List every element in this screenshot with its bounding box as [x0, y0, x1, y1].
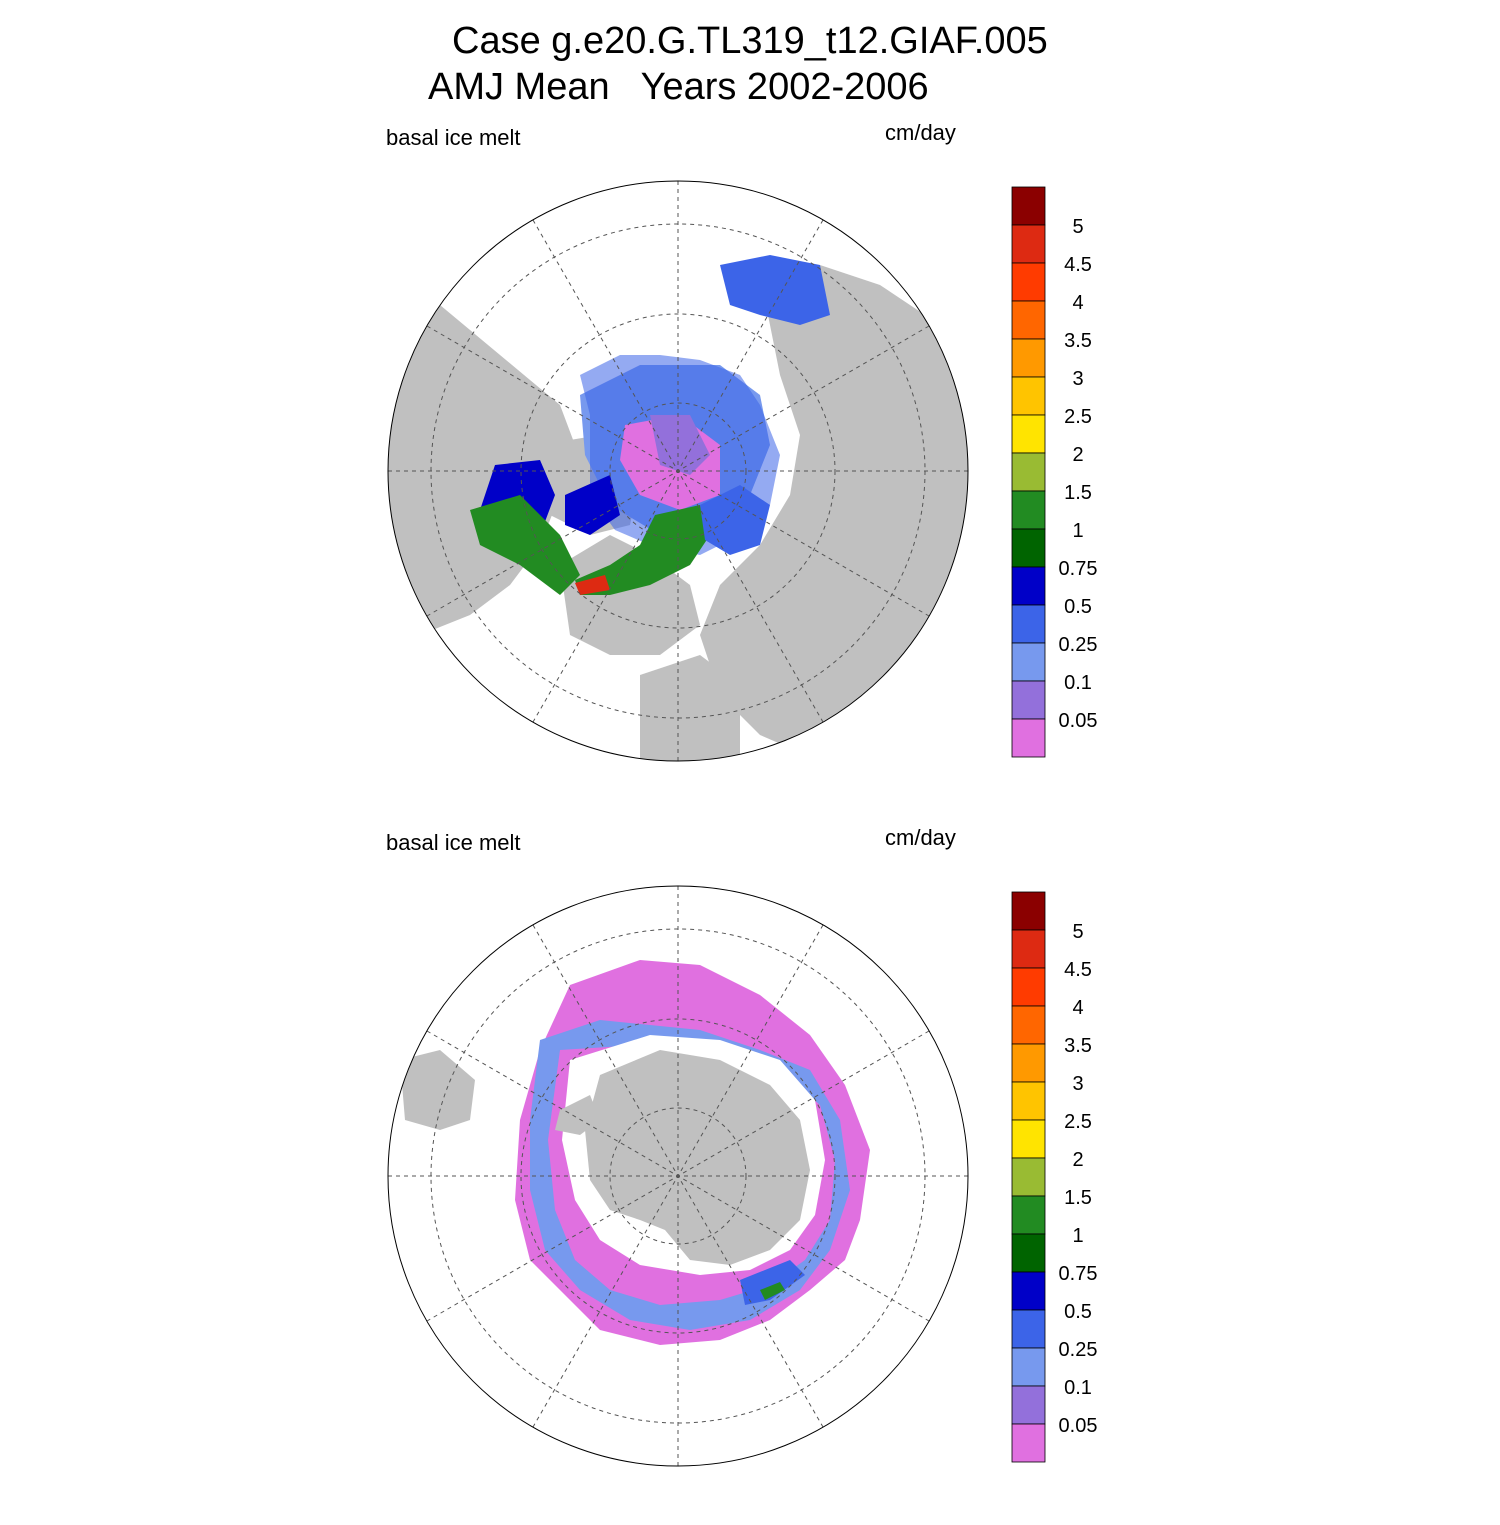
colorbar-swatch	[1011, 1423, 1046, 1463]
colorbar-tick-label: 0.5	[1064, 596, 1092, 618]
greenland-land	[560, 535, 700, 655]
colorbar-tick-label: 3.5	[1064, 1035, 1092, 1057]
figure-title-line2: AMJ Mean Years 2002-2006	[428, 66, 929, 108]
colorbar-tick-label: 0.25	[1059, 634, 1098, 656]
colorbar-tick-label: 0.75	[1059, 558, 1098, 580]
ross-sea-higher-melt	[740, 1260, 805, 1305]
north-colorbar: 5 4.5 4 3.5 3 2.5 2 1.5 1 0.75 0.5 0.25 0.1 0.05	[1011, 186, 1098, 758]
colorbar-swatch	[1011, 891, 1046, 931]
colorbar-swatch	[1011, 452, 1046, 492]
colorbar-tick-label: 0.05	[1059, 1415, 1098, 1437]
colorbar-tick-label: 4	[1072, 997, 1083, 1019]
colorbar-tick-label: 2	[1072, 444, 1083, 466]
colorbar-swatch	[1011, 414, 1046, 454]
south-polar-map-panel: basal ice melt cm/day	[0, 820, 1500, 1525]
colorbar-swatch	[1011, 604, 1046, 644]
colorbar-tick-label: 1.5	[1064, 482, 1092, 504]
colorbar-swatch	[1011, 186, 1046, 226]
colorbar-swatch	[1011, 718, 1046, 758]
colorbar-tick-label: 0.1	[1064, 1377, 1092, 1399]
eurasia-land	[700, 265, 968, 761]
europe-land	[640, 655, 740, 761]
central-arctic-very-low-melt	[650, 415, 710, 475]
south-map-svg: 5 4.5 4 3.5 3 2.5 2 1.5 1 0.75 0.5 0.25 0.1 0.05	[387, 885, 1098, 1467]
south-america-land	[400, 1050, 475, 1130]
colorbar-tick-label: 2.5	[1064, 1111, 1092, 1133]
colorbar-swatch	[1011, 1119, 1046, 1159]
colorbar-swatch	[1011, 1233, 1046, 1273]
colorbar-swatch	[1011, 967, 1046, 1007]
colorbar-tick-label: 5	[1072, 216, 1083, 238]
colorbar-tick-label: 0.05	[1059, 710, 1098, 732]
colorbar-tick-label: 3.5	[1064, 330, 1092, 352]
greenland-sea-high-melt	[575, 505, 710, 595]
variable-label: basal ice melt	[386, 830, 521, 855]
variable-label: basal ice melt	[386, 125, 521, 150]
colorbar-tick-label: 2.5	[1064, 406, 1092, 428]
colorbar-swatch	[1011, 1081, 1046, 1121]
colorbar-swatch	[1011, 1005, 1046, 1045]
colorbar-swatch	[1011, 929, 1046, 969]
colorbar-tick-label: 2	[1072, 1149, 1083, 1171]
colorbar-tick-label: 3	[1072, 368, 1083, 390]
labrador-high-melt	[470, 495, 580, 595]
colorbar-tick-label: 1	[1072, 520, 1083, 542]
colorbar-swatch	[1011, 642, 1046, 682]
north-polar-map-panel: basal ice melt cm/day	[0, 115, 1500, 820]
colorbar-swatch	[1011, 1195, 1046, 1235]
colorbar-swatch	[1011, 300, 1046, 340]
colorbar-swatch	[1011, 566, 1046, 606]
barents-sea-melt	[700, 485, 770, 555]
colorbar-swatch	[1011, 262, 1046, 302]
colorbar-tick-label: 5	[1072, 921, 1083, 943]
bering-sea-melt	[720, 255, 830, 325]
colorbar-swatch	[1011, 680, 1046, 720]
colorbar-swatch	[1011, 1271, 1046, 1311]
units-label: cm/day	[885, 120, 956, 145]
colorbar-tick-label: 0.1	[1064, 672, 1092, 694]
colorbar-swatch	[1011, 224, 1046, 264]
colorbar-swatch	[1011, 1347, 1046, 1387]
colorbar-tick-label: 1	[1072, 1225, 1083, 1247]
colorbar-tick-label: 4.5	[1064, 254, 1092, 276]
weddell-local-high-melt	[760, 1282, 785, 1300]
colorbar-swatch	[1011, 376, 1046, 416]
colorbar-swatch	[1011, 1157, 1046, 1197]
south-colorbar: 5 4.5 4 3.5 3 2.5 2 1.5 1 0.75 0.5 0.25 0.1 0.05	[1011, 891, 1098, 1463]
colorbar-tick-label: 0.25	[1059, 1339, 1098, 1361]
colorbar-swatch	[1011, 490, 1046, 530]
baffin-bay-melt	[565, 475, 620, 535]
figure-title-line1: Case g.e20.G.TL319_t12.GIAF.005	[452, 20, 1048, 62]
colorbar-swatch	[1011, 1309, 1046, 1349]
antarctica-land	[585, 1050, 810, 1265]
colorbar-tick-label: 0.5	[1064, 1301, 1092, 1323]
colorbar-tick-label: 0.75	[1059, 1263, 1098, 1285]
colorbar-swatch	[1011, 338, 1046, 378]
colorbar-swatch	[1011, 1043, 1046, 1083]
units-label: cm/day	[885, 825, 956, 850]
colorbar-tick-label: 1.5	[1064, 1187, 1092, 1209]
colorbar-tick-label: 3	[1072, 1073, 1083, 1095]
colorbar-swatch	[1011, 1385, 1046, 1425]
colorbar-tick-label: 4	[1072, 292, 1083, 314]
colorbar-tick-label: 4.5	[1064, 959, 1092, 981]
greenland-sea-peak-melt	[575, 575, 610, 595]
north-map-svg: 5 4.5 4 3.5 3 2.5 2 1.5 1 0.75 0.5 0.25 0.1 0.05	[387, 180, 1098, 762]
colorbar-swatch	[1011, 528, 1046, 568]
